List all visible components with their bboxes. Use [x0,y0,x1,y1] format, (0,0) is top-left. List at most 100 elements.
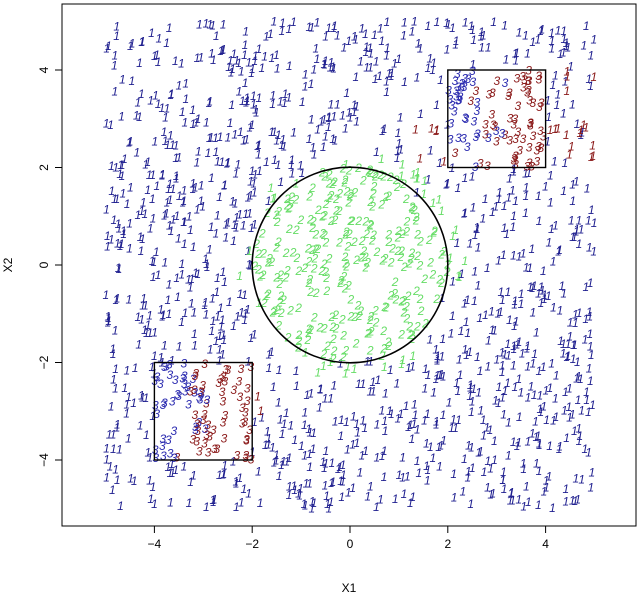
point-class-1: 1 [228,98,235,112]
point-class-2: 2 [322,197,330,211]
point-class-2: 2 [396,250,404,264]
point-class-1: 1 [187,475,194,489]
point-class-1: 1 [381,470,388,484]
point-class-1: 1 [271,191,278,205]
point-class-1: 1 [537,24,544,38]
point-class-2: 2 [284,330,292,344]
point-class-2: 2 [397,294,405,308]
point-class-2: 2 [369,228,377,242]
point-class-1: 1 [154,179,161,193]
point-class-1: 1 [126,242,133,256]
point-class-2: 2 [384,335,392,349]
point-class-2: 2 [393,244,401,258]
point-class-1: 1 [123,397,130,411]
point-class-1: 1 [577,372,584,386]
point-class-1: 1 [208,220,215,234]
point-class-1: 1 [587,276,594,290]
point-class-2: 2 [339,328,347,342]
point-class-1: 1 [485,40,492,54]
point-class-1: 1 [174,209,181,223]
point-class-1: 1 [575,393,582,407]
point-class-2: 2 [344,196,352,210]
point-class-2: 2 [295,334,303,348]
point-class-2: 2 [399,177,407,191]
point-class-2: 2 [341,257,349,271]
point-class-3: 3 [220,395,227,409]
point-class-1: 1 [230,454,237,468]
point-class-1: 1 [450,412,457,426]
point-class-1: 1 [514,337,521,351]
point-class-1: 1 [218,155,225,169]
point-class-1: 1 [516,250,523,264]
point-class-1: 1 [107,459,114,473]
point-class-2: 2 [384,189,392,203]
point-class-3: 3 [167,446,174,460]
point-class-1: 1 [571,230,578,244]
point-class-1: 1 [186,209,193,223]
point-class-1: 1 [257,496,264,510]
point-class-2: 2 [380,342,388,356]
point-class-1: 1 [252,103,259,117]
point-class-2: 2 [352,253,360,267]
point-class-1: 1 [358,22,365,36]
point-class-3: 3 [512,112,519,126]
point-class-1: 1 [548,357,555,371]
point-class-1: 1 [206,96,213,110]
point-class-2: 2 [325,191,333,205]
point-class-2: 2 [338,312,346,326]
point-class-1: 1 [142,207,149,221]
point-class-1: 1 [218,320,225,334]
point-class-2: 2 [384,339,392,353]
point-class-1: 1 [567,315,574,329]
point-class-2: 2 [328,320,336,334]
point-class-1: 1 [254,139,261,153]
point-class-1: 1 [261,50,268,64]
point-class-2: 2 [430,226,438,240]
point-class-1: 1 [424,61,431,75]
point-class-2: 2 [368,200,376,214]
point-class-1: 1 [373,500,380,514]
point-class-2: 2 [382,300,390,314]
point-class-1: 1 [220,328,227,342]
point-class-1: 1 [310,62,317,76]
point-class-2: 2 [286,200,294,214]
point-class-2: 2 [259,246,267,260]
point-class-1: 1 [512,53,519,67]
point-class-2: 2 [310,262,318,276]
point-class-1: 1 [440,369,447,383]
point-class-3: 3 [152,443,159,457]
point-class-1: 1 [452,38,459,52]
point-class-3: 3 [502,76,509,90]
point-class-1: 1 [464,293,471,307]
point-class-1: 1 [520,247,527,261]
point-class-1: 1 [169,182,176,196]
point-class-1: 1 [536,437,543,451]
point-class-1: 1 [302,68,309,82]
point-class-1: 1 [495,380,502,394]
point-class-3: 3 [160,398,167,412]
point-class-3: 3 [242,449,249,463]
point-class-2: 2 [254,262,262,276]
point-class-1: 1 [265,431,272,445]
point-class-1: 1 [113,29,120,43]
point-class-1: 1 [502,384,509,398]
point-class-2: 2 [279,293,287,307]
point-class-1: 1 [249,62,256,76]
point-class-3: 3 [200,413,207,427]
point-class-1: 1 [456,352,463,366]
point-class-1: 1 [433,98,440,112]
point-class-1: 1 [322,479,329,493]
point-class-1: 1 [543,474,550,488]
point-class-1: 1 [506,171,513,185]
point-class-1: 1 [168,224,175,238]
point-class-3: 3 [470,115,477,129]
point-class-1: 1 [198,179,205,193]
point-class-2: 2 [392,293,400,307]
point-class-1: 1 [440,155,447,169]
point-class-1: 1 [193,155,200,169]
point-class-1: 1 [557,47,564,61]
point-class-1: 1 [306,447,313,461]
point-class-1: 1 [327,355,334,369]
point-class-1: 1 [119,187,126,201]
point-class-1: 1 [533,457,540,471]
